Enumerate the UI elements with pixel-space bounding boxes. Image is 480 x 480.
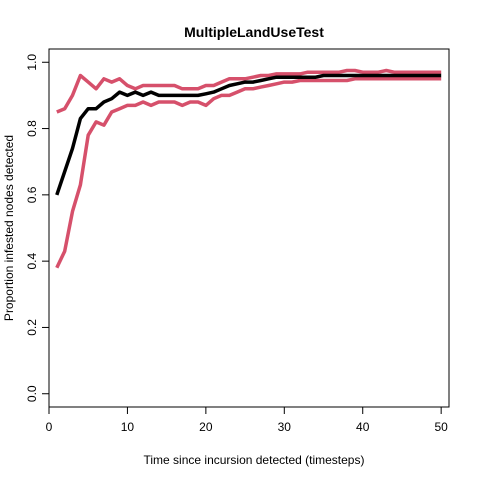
x-axis: 0 10 20 30 40 50 <box>46 406 448 434</box>
x-tick-label: 20 <box>199 420 213 434</box>
plot-frame <box>48 48 450 408</box>
x-tick-label: 0 <box>46 420 53 434</box>
x-tick-label: 30 <box>278 420 292 434</box>
y-axis: 0.0 0.2 0.4 0.6 0.8 1.0 <box>25 54 50 402</box>
chart-title: MultipleLandUseTest <box>184 24 324 40</box>
series-line-1 <box>56 68 442 114</box>
y-tick-label: 0.4 <box>25 252 39 269</box>
x-tick-label: 10 <box>121 420 135 434</box>
y-tick-label: 0.6 <box>25 186 39 203</box>
y-axis-label: Proportion infested nodes detected <box>2 135 16 321</box>
x-axis-label: Time since incursion detected (timesteps… <box>144 453 365 467</box>
y-tick-label: 0.2 <box>25 319 39 336</box>
y-tick-label: 1.0 <box>25 54 39 71</box>
x-tick-label: 40 <box>356 420 370 434</box>
series-layer <box>55 68 442 269</box>
y-tick-label: 0.0 <box>25 385 39 402</box>
series-line-3 <box>55 73 442 196</box>
y-tick-label: 0.8 <box>25 120 39 137</box>
x-tick-label: 50 <box>434 420 448 434</box>
series-line-2 <box>55 77 442 269</box>
